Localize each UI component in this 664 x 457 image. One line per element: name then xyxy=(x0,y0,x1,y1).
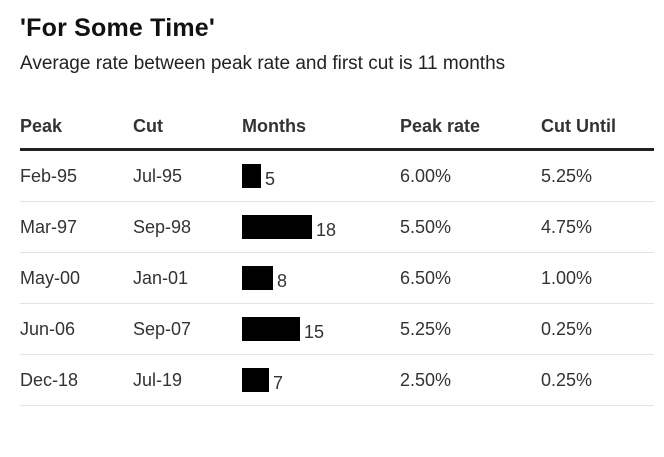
peak-cell: Mar-97 xyxy=(20,201,133,253)
table-row: Feb-95 Jul-95 5 6.00% 5.25% xyxy=(20,149,654,202)
months-cell: 18 xyxy=(242,201,400,253)
cut-cell: Sep-98 xyxy=(133,201,242,253)
table-header-row: Peak Cut Months Peak rate Cut Until xyxy=(20,104,654,151)
months-bar-wrap: 8 xyxy=(242,266,400,291)
cut-cell: Jul-19 xyxy=(133,354,242,406)
months-cell: 8 xyxy=(242,252,400,304)
peak-cell: Jun-06 xyxy=(20,303,133,355)
months-bar-wrap: 15 xyxy=(242,317,400,342)
months-bar xyxy=(242,368,269,392)
table-row: Mar-97 Sep-98 18 5.50% 4.75% xyxy=(20,201,654,253)
months-cell: 7 xyxy=(242,354,400,406)
cut-until-cell: 1.00% xyxy=(541,252,654,304)
cut-cell: Jan-01 xyxy=(133,252,242,304)
peak-rate-cell: 5.25% xyxy=(400,303,541,355)
chart-title: 'For Some Time' xyxy=(20,14,216,42)
chart-subtitle: Average rate between peak rate and first… xyxy=(20,53,506,74)
months-bar xyxy=(242,215,312,239)
cut-until-cell: 0.25% xyxy=(541,354,654,406)
months-value-label: 15 xyxy=(304,321,325,342)
months-bar-wrap: 18 xyxy=(242,215,400,240)
table-row: Jun-06 Sep-07 15 5.25% 0.25% xyxy=(20,303,654,355)
months-cell: 5 xyxy=(242,149,400,202)
months-value-label: 5 xyxy=(265,168,276,189)
months-bar xyxy=(242,266,273,290)
table-body: Feb-95 Jul-95 5 6.00% 5.25% Mar-97 Sep-98 18 5.5… xyxy=(20,149,654,406)
column-header-months: Months xyxy=(242,104,400,151)
months-bar xyxy=(242,164,261,188)
months-cell: 15 xyxy=(242,303,400,355)
table-row: Dec-18 Jul-19 7 2.50% 0.25% xyxy=(20,354,654,406)
cut-until-cell: 0.25% xyxy=(541,303,654,355)
months-bar xyxy=(242,317,300,341)
months-bar-wrap: 7 xyxy=(242,368,400,393)
peak-rate-cell: 2.50% xyxy=(400,354,541,406)
cut-until-cell: 4.75% xyxy=(541,201,654,253)
rate-table: Peak Cut Months Peak rate Cut Until Feb-… xyxy=(20,104,654,406)
peak-cell: Feb-95 xyxy=(20,149,133,202)
cut-until-cell: 5.25% xyxy=(541,149,654,202)
column-header-peak-rate: Peak rate xyxy=(400,104,541,151)
column-header-cut: Cut xyxy=(133,104,242,151)
peak-rate-cell: 6.00% xyxy=(400,149,541,202)
table-row: May-00 Jan-01 8 6.50% 1.00% xyxy=(20,252,654,304)
months-value-label: 7 xyxy=(273,372,284,393)
months-value-label: 8 xyxy=(277,270,288,291)
column-header-peak: Peak xyxy=(20,104,133,151)
cut-cell: Jul-95 xyxy=(133,149,242,202)
months-bar-wrap: 5 xyxy=(242,164,400,189)
peak-rate-cell: 6.50% xyxy=(400,252,541,304)
column-header-cut-until: Cut Until xyxy=(541,104,654,151)
peak-cell: May-00 xyxy=(20,252,133,304)
cut-cell: Sep-07 xyxy=(133,303,242,355)
peak-cell: Dec-18 xyxy=(20,354,133,406)
months-value-label: 18 xyxy=(316,219,337,240)
peak-rate-cell: 5.50% xyxy=(400,201,541,253)
